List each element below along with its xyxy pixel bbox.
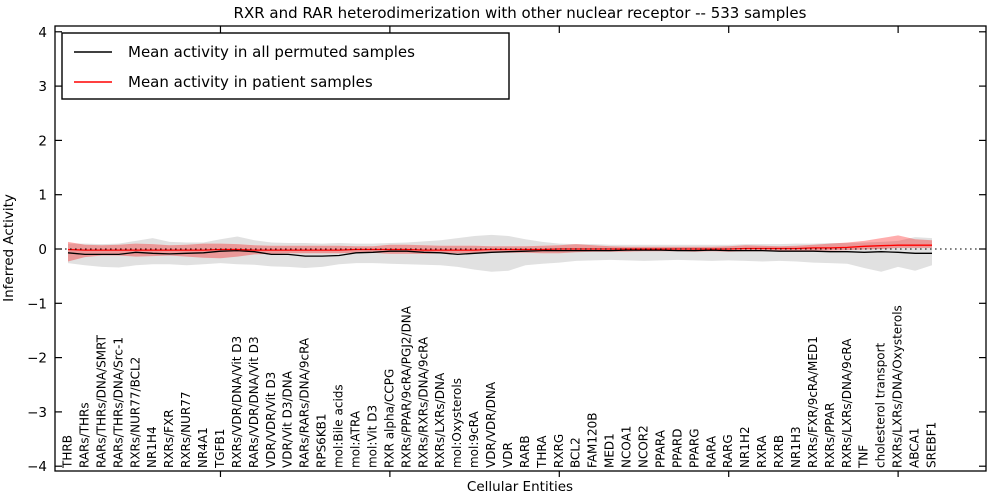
x-category-label: cholesterol transport (874, 342, 888, 468)
x-category-label: PPARA (653, 429, 667, 468)
x-category-label: RXRs/LXRs/DNA/Oxysterols (891, 305, 905, 468)
x-category-label: VDR/Vit D3/DNA (281, 370, 295, 468)
x-category-label: mol:Oxysterols (450, 378, 464, 468)
y-tick-label: 1 (38, 188, 47, 204)
permuted-mean-line (67, 249, 932, 257)
x-category-label: RARs/THRs/DNA/SMRT (94, 334, 108, 468)
y-tick-label: −2 (27, 351, 47, 367)
x-category-label: VDR (501, 442, 515, 468)
y-tick-label: 0 (38, 242, 47, 258)
x-category-label: RARA (704, 435, 718, 468)
x-category-label: mol:9cRA (467, 411, 481, 468)
x-category-label: PPARD (670, 429, 684, 469)
y-tick-label: −3 (27, 405, 47, 421)
x-category-label: ABCA1 (908, 428, 922, 468)
x-category-label: RARs/VDR/DNA/Vit D3 (247, 336, 261, 468)
x-category-label: RXRs/PPAR (823, 403, 837, 468)
y-tick-label: 4 (38, 25, 47, 41)
y-tick-label: 2 (38, 133, 47, 149)
x-category-label: VDR/VDR/Vit D3 (264, 372, 278, 468)
legend: Mean activity in all permuted samples Me… (61, 32, 510, 100)
x-category-label: SREBF1 (925, 422, 939, 468)
x-category-label: THRB (61, 435, 75, 469)
x-category-label: RARB (518, 435, 532, 468)
y-tick-label: 3 (38, 79, 47, 95)
x-category-label: NR1H2 (738, 426, 752, 468)
x-category-label: VDR/VDR/DNA (484, 381, 498, 468)
legend-label-permuted-samples: Mean activity in all permuted samples (128, 43, 415, 61)
x-category-label: TNF (857, 445, 871, 469)
x-category-label: RXRs/RXRs/DNA/9cRA (416, 336, 430, 468)
x-category-label: RXRs/LXRs/DNA (433, 372, 447, 468)
x-category-label: mol:Vit D3 (365, 405, 379, 468)
x-category-label: THRA (535, 435, 549, 469)
x-category-label: RXRG (552, 434, 566, 468)
x-category-label: RPS6KB1 (315, 413, 329, 468)
x-category-label: RXRs/PPAR/9cRA/PGJ2/DNA (399, 305, 413, 468)
y-tick-label: −1 (27, 296, 47, 312)
x-category-label: RXRs/NUR77 (179, 391, 193, 468)
legend-label-patient-samples: Mean activity in patient samples (128, 73, 373, 91)
x-axis-label: Cellular Entities (467, 479, 573, 495)
x-category-label: NCOR2 (637, 425, 651, 468)
x-category-label: TGFB1 (213, 429, 227, 469)
x-category-label: RXRs/FXR/9cRA/MED1 (806, 336, 820, 468)
x-category-label: RARs/THRs/DNA/Src-1 (111, 337, 125, 468)
x-category-label: RXR alpha/CCPG (382, 369, 396, 468)
plot-frame (54, 25, 987, 472)
x-category-label: BCL2 (569, 437, 583, 468)
x-category-label: RXRs/FXR (162, 409, 176, 468)
x-category-label: RXRs/LXRs/DNA/9cRA (840, 338, 854, 468)
x-category-label: NR1H3 (789, 426, 803, 468)
chart-title: RXR and RAR heterodimerization with othe… (234, 4, 807, 22)
x-category-label: RXRs/NUR77/BCL2 (128, 357, 142, 468)
x-category-label: mol:Bile acids (332, 384, 346, 468)
x-category-label: mol:ATRA (349, 410, 363, 468)
x-category-label: FAM120B (586, 413, 600, 469)
x-category-label: NR1H4 (145, 426, 159, 468)
x-category-label: RARG (721, 434, 735, 468)
y-tick-label: −4 (27, 459, 47, 475)
x-category-label: RARs/RARs/DNA/9cRA (298, 337, 312, 468)
x-category-label: NR4A1 (196, 427, 210, 468)
x-category-label: RARs/THRs (77, 402, 91, 468)
y-axis-label: Inferred Activity (1, 194, 17, 302)
x-category-label: RXRB (772, 435, 786, 468)
x-category-label: RXRA (755, 435, 769, 468)
x-category-label: NCOA1 (620, 426, 634, 468)
x-category-label: MED1 (603, 433, 617, 468)
x-category-label: PPARG (687, 428, 701, 468)
x-category-label: RXRs/VDR/DNA/Vit D3 (230, 336, 244, 468)
permuted-samples-band (68, 234, 932, 272)
legend-box (61, 32, 510, 100)
